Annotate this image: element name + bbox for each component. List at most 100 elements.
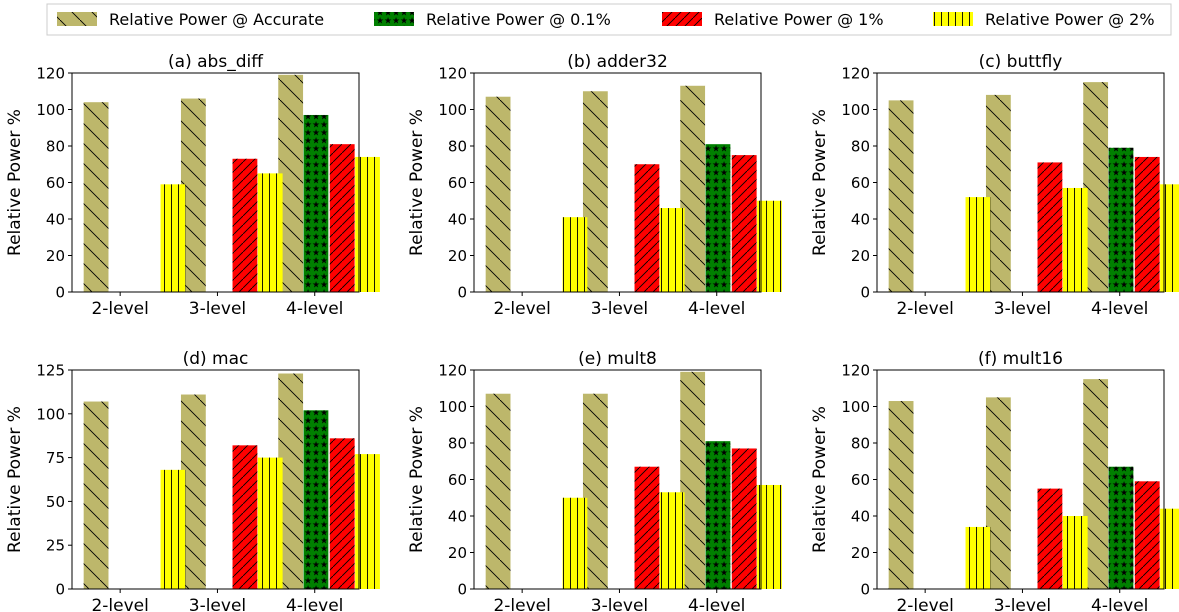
- x-tick-label: 2-level: [493, 596, 550, 612]
- chart-panels: (a) abs_diff Relative Power % 0 20 40 60 80 100…: [5, 52, 1179, 612]
- chart-panel-f-mult16: (f) mult16 Relative Power % 0 20 40 60 80 100 12…: [810, 349, 1179, 612]
- bar-hatch: [83, 102, 109, 292]
- y-tick-label: 20: [851, 247, 870, 265]
- legend-swatch-hatch: [374, 12, 414, 26]
- bar-hatch: [731, 448, 757, 589]
- bar-relative-power-2-3-level: [257, 457, 283, 589]
- chart-panel-b-adder32: (b) adder32 Relative Power % 0 20 40 60 80 100 1…: [407, 52, 782, 319]
- y-axis-label: Relative Power %: [810, 406, 830, 553]
- bar-hatch: [1062, 516, 1088, 589]
- chart-panel-c-buttfly: (c) buttfly Relative Power % 0 20 40 60 80 100 1…: [810, 52, 1179, 319]
- chart-panel-a-abs-diff: (a) abs_diff Relative Power % 0 20 40 60 80 100…: [5, 52, 380, 319]
- y-tick-label: 0: [457, 581, 467, 599]
- bar-hatch: [232, 158, 258, 292]
- bar-hatch: [160, 184, 186, 292]
- y-tick-label: 80: [448, 435, 467, 453]
- bar-relative-power-1-4-level: [329, 144, 355, 292]
- chart-title: (e) mult8: [578, 349, 657, 369]
- bar-hatch: [1108, 466, 1134, 589]
- y-tick-label: 25: [46, 537, 65, 555]
- legend-label: Relative Power @ 2%: [985, 10, 1155, 29]
- y-tick-label: 60: [851, 174, 870, 192]
- y-tick-label: 20: [448, 247, 467, 265]
- bar-hatch: [1037, 488, 1063, 589]
- bar-relative-power-2-3-level: [1062, 187, 1088, 292]
- y-tick-label: 80: [46, 138, 65, 156]
- legend-swatch-hatch: [933, 12, 973, 26]
- bar-relative-power-0-1-4-level: [705, 144, 731, 292]
- bar-hatch: [232, 445, 258, 589]
- bar-hatch: [257, 457, 283, 589]
- x-tick-label: 2-level: [896, 596, 953, 612]
- bar-relative-power-1-4-level: [1134, 481, 1160, 589]
- bar-hatch: [1160, 184, 1179, 292]
- y-tick-label: 120: [841, 65, 870, 83]
- y-tick-label: 0: [55, 284, 65, 302]
- x-tick-label: 3-level: [994, 299, 1051, 319]
- plot-frame: [473, 72, 762, 293]
- y-tick-label: 80: [448, 138, 467, 156]
- bar-relative-power-1-3-level: [232, 158, 258, 292]
- legend-label: Relative Power @ 0.1%: [426, 10, 611, 29]
- bar-hatch: [303, 410, 329, 589]
- bar-hatch: [634, 466, 660, 589]
- bar-relative-power-1-3-level: [634, 466, 660, 589]
- bar-relative-power-2-2-level: [562, 497, 588, 589]
- bar-relative-power-1-4-level: [1134, 156, 1160, 292]
- y-tick-label: 100: [36, 101, 65, 119]
- bar-relative-power-1-4-level: [731, 448, 757, 589]
- bar-relative-power-accurate-4-level: [1083, 82, 1109, 292]
- bar-hatch: [83, 401, 109, 589]
- y-tick-label: 0: [457, 284, 467, 302]
- y-tick-label: 100: [438, 398, 467, 416]
- bar-hatch: [257, 173, 283, 292]
- bar-hatch: [160, 469, 186, 589]
- x-tick-label: 2-level: [493, 299, 550, 319]
- bar-hatch: [705, 441, 731, 589]
- bar-hatch: [329, 144, 355, 292]
- bar-relative-power-1-4-level: [329, 438, 355, 589]
- bar-relative-power-1-3-level: [1037, 488, 1063, 589]
- y-tick-label: 120: [438, 362, 467, 380]
- chart-title: (f) mult16: [978, 349, 1063, 369]
- bar-relative-power-0-1-4-level: [1108, 466, 1134, 589]
- plot-frame: [473, 369, 762, 590]
- bar-relative-power-accurate-4-level: [680, 85, 706, 293]
- y-tick-label: 20: [46, 247, 65, 265]
- bar-hatch: [1134, 156, 1160, 292]
- bar-relative-power-1-3-level: [1037, 162, 1063, 292]
- bar-hatch: [1134, 481, 1160, 589]
- x-tick-label: 3-level: [189, 596, 246, 612]
- y-tick-label: 40: [851, 211, 870, 229]
- bar-relative-power-accurate-2-level: [888, 401, 914, 589]
- bar-hatch: [659, 492, 685, 589]
- bar-relative-power-accurate-2-level: [888, 100, 914, 292]
- plot-frame: [876, 369, 1165, 590]
- bar-hatch: [888, 100, 914, 292]
- legend-item-relative-power-1: Relative Power @ 1%: [662, 10, 884, 29]
- y-tick-label: 100: [841, 398, 870, 416]
- bar-hatch: [888, 401, 914, 589]
- x-tick-label: 3-level: [591, 299, 648, 319]
- legend-swatch-hatch: [662, 12, 702, 26]
- legend-swatch-hatch: [57, 12, 97, 26]
- bar-hatch: [562, 497, 588, 589]
- x-tick-label: 4-level: [286, 299, 343, 319]
- bar-hatch: [1037, 162, 1063, 292]
- chart-panel-e-mult8: (e) mult8 Relative Power % 0 20 40 60 80 100 120…: [407, 349, 782, 612]
- y-axis-label: Relative Power %: [407, 109, 427, 256]
- bar-hatch: [1160, 508, 1179, 589]
- plot-frame: [71, 72, 360, 293]
- bar-relative-power-2-3-level: [1062, 516, 1088, 589]
- y-tick-label: 100: [841, 101, 870, 119]
- y-tick-label: 80: [851, 435, 870, 453]
- y-tick-label: 0: [860, 581, 870, 599]
- y-tick-label: 0: [55, 581, 65, 599]
- x-tick-label: 4-level: [286, 596, 343, 612]
- bar-hatch: [1108, 147, 1134, 292]
- bar-relative-power-2-3-level: [257, 173, 283, 292]
- bar-relative-power-accurate-2-level: [83, 401, 109, 589]
- y-tick-label: 50: [46, 493, 65, 511]
- bar-relative-power-0-1-4-level: [303, 410, 329, 589]
